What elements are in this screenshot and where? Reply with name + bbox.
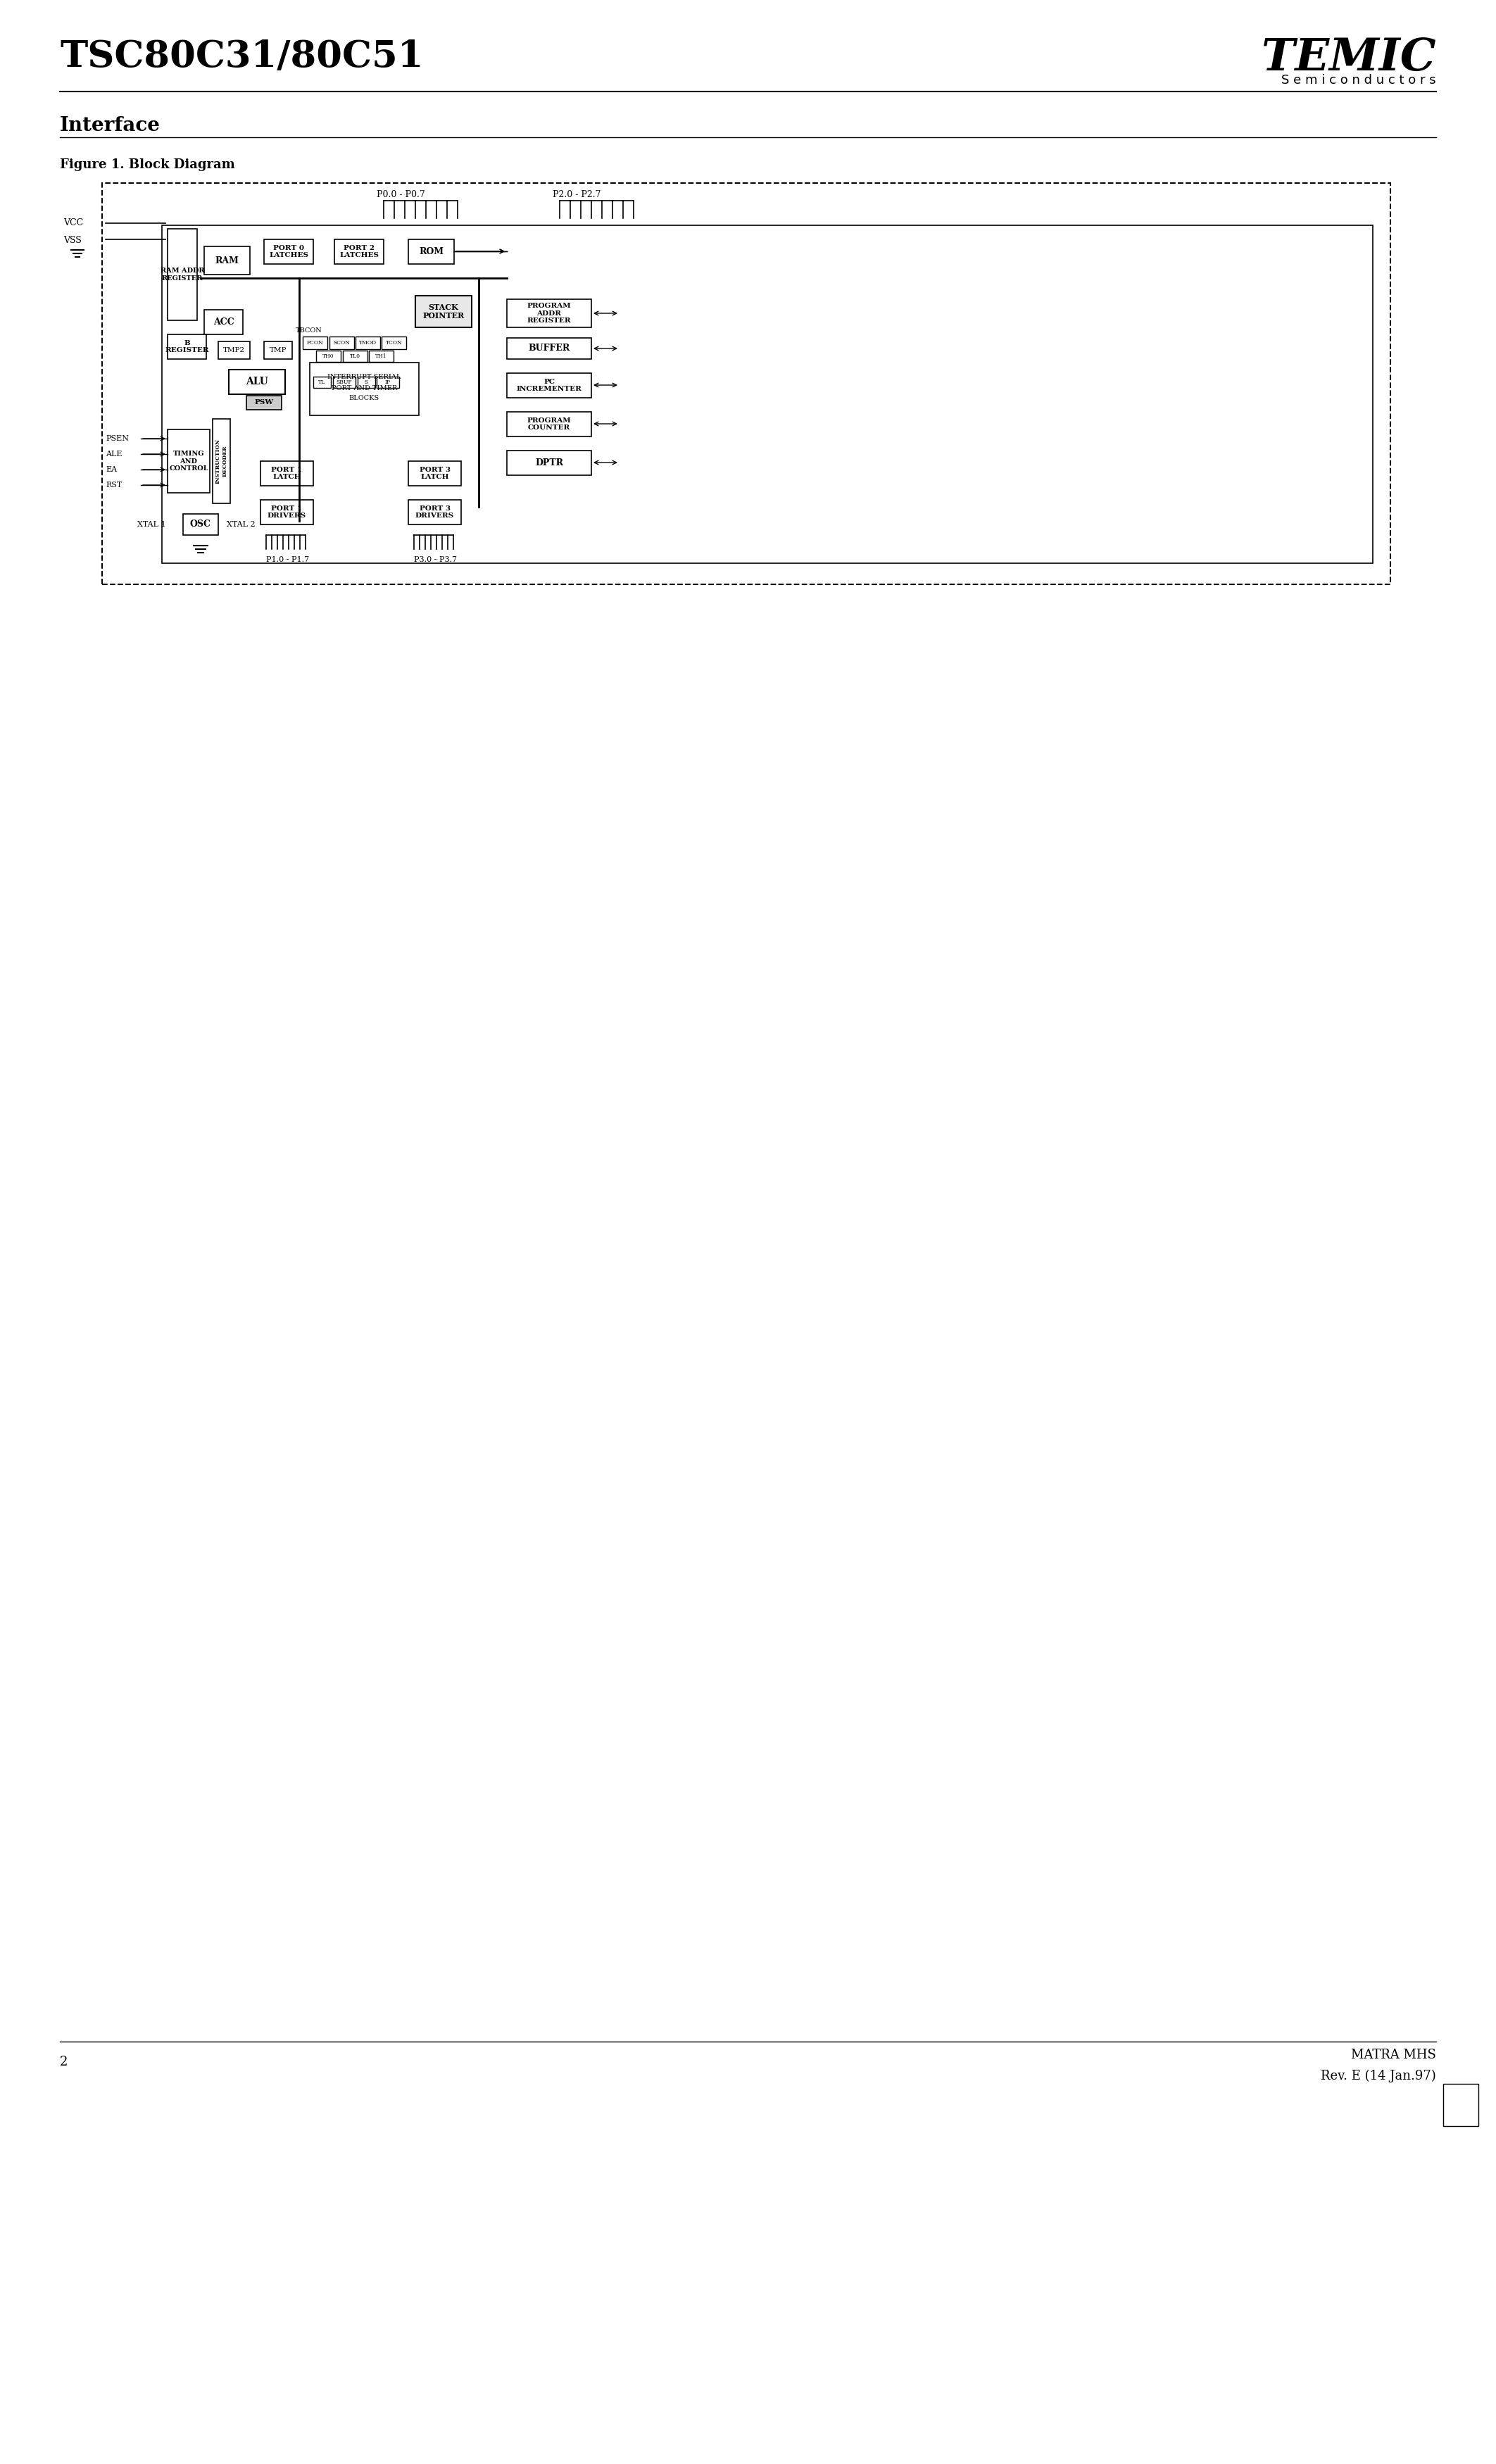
Bar	[218, 342, 250, 360]
Bar	[507, 338, 591, 360]
Bar	[377, 377, 399, 387]
Bar	[263, 239, 313, 264]
Bar	[203, 310, 242, 335]
Text: PCON: PCON	[307, 340, 323, 345]
Text: TMP: TMP	[269, 347, 287, 352]
Text: STACK
POINTER: STACK POINTER	[423, 303, 464, 320]
Bar	[229, 370, 286, 394]
Text: VSS: VSS	[63, 237, 81, 244]
Bar	[310, 362, 419, 416]
Text: PROGRAM
ADDR
REGISTER: PROGRAM ADDR REGISTER	[527, 303, 571, 323]
Text: RAM ADDR
REGISTER: RAM ADDR REGISTER	[160, 269, 205, 281]
Bar	[260, 500, 313, 525]
Text: INSTRUCTION
DECODER: INSTRUCTION DECODER	[215, 439, 227, 483]
Text: TSC80C31/80C51: TSC80C31/80C51	[60, 39, 423, 74]
Text: XTAL 2: XTAL 2	[227, 520, 256, 527]
Bar	[334, 377, 356, 387]
Text: TBCON: TBCON	[296, 328, 322, 333]
Text: IP: IP	[384, 379, 390, 384]
Text: OSC: OSC	[190, 520, 211, 530]
Bar	[381, 338, 407, 350]
Bar	[507, 411, 591, 436]
Text: P0.0 - P0.7: P0.0 - P0.7	[377, 190, 425, 200]
Text: TL: TL	[319, 379, 326, 384]
Text: S e m i c o n d u c t o r s: S e m i c o n d u c t o r s	[1282, 74, 1436, 86]
Bar	[168, 229, 197, 320]
Text: SBUF: SBUF	[337, 379, 352, 384]
Text: TIMING
AND
CONTROL: TIMING AND CONTROL	[169, 451, 208, 471]
Bar	[408, 461, 461, 485]
Bar	[183, 515, 218, 535]
Bar	[203, 246, 250, 274]
Text: Figure 1. Block Diagram: Figure 1. Block Diagram	[60, 158, 235, 170]
Text: Interface: Interface	[60, 116, 160, 136]
Text: B
REGISTER: B REGISTER	[165, 340, 209, 352]
Text: PSW: PSW	[254, 399, 274, 407]
Bar	[313, 377, 331, 387]
Text: ALU: ALU	[245, 377, 268, 387]
Text: XTAL 1: XTAL 1	[138, 520, 166, 527]
Text: BLOCKS: BLOCKS	[349, 394, 380, 402]
Text: TMP2: TMP2	[223, 347, 245, 352]
Bar	[343, 350, 368, 362]
Text: TEMIC: TEMIC	[1261, 37, 1436, 79]
Text: RAM: RAM	[215, 256, 239, 266]
Bar	[408, 239, 455, 264]
Bar	[316, 350, 341, 362]
Text: P1.0 - P1.7: P1.0 - P1.7	[266, 557, 310, 564]
Text: P3.0 - P3.7: P3.0 - P3.7	[414, 557, 456, 564]
Bar	[263, 342, 292, 360]
Text: EA: EA	[106, 466, 117, 473]
Text: P2.0 - P2.7: P2.0 - P2.7	[552, 190, 601, 200]
Bar	[507, 372, 591, 397]
Text: PC
INCREMENTER: PC INCREMENTER	[516, 379, 582, 392]
Text: PORT 1
LATCH: PORT 1 LATCH	[271, 466, 302, 480]
Text: PORT 2
LATCHES: PORT 2 LATCHES	[340, 244, 378, 259]
Text: PSEN: PSEN	[106, 436, 129, 441]
Text: TCON: TCON	[386, 340, 402, 345]
Text: TL0: TL0	[350, 352, 361, 360]
Text: DPTR: DPTR	[536, 458, 562, 468]
Text: INTERRUPT SERIAL: INTERRUPT SERIAL	[328, 375, 401, 379]
Bar	[507, 298, 591, 328]
Bar	[168, 335, 206, 360]
Bar	[1444, 2085, 1478, 2126]
Bar	[302, 338, 328, 350]
Bar	[247, 397, 281, 409]
Text: TH1: TH1	[375, 352, 387, 360]
Text: VCC: VCC	[63, 219, 84, 227]
Text: ACC: ACC	[212, 318, 233, 328]
Bar	[260, 461, 313, 485]
Bar	[102, 182, 1390, 584]
Text: TH0: TH0	[323, 352, 334, 360]
Bar	[370, 350, 393, 362]
Bar	[335, 239, 383, 264]
Text: RST: RST	[106, 480, 123, 488]
Text: ROM: ROM	[419, 246, 443, 256]
Text: PORT 3
DRIVERS: PORT 3 DRIVERS	[416, 505, 455, 520]
Text: PORT 0
LATCHES: PORT 0 LATCHES	[269, 244, 308, 259]
Bar	[168, 429, 209, 493]
Bar	[162, 224, 1373, 564]
Bar	[329, 338, 355, 350]
Text: Rev. E (14 Jan.97): Rev. E (14 Jan.97)	[1321, 2070, 1436, 2082]
Bar	[356, 338, 380, 350]
Text: PORT AND TIMER: PORT AND TIMER	[332, 384, 396, 392]
Text: TMOD: TMOD	[359, 340, 377, 345]
Bar	[507, 451, 591, 476]
Text: PORT 3
LATCH: PORT 3 LATCH	[419, 466, 450, 480]
Bar	[416, 296, 471, 328]
Text: PORT 1
DRIVERS: PORT 1 DRIVERS	[268, 505, 307, 520]
Bar	[212, 419, 230, 503]
Text: PROGRAM
COUNTER: PROGRAM COUNTER	[527, 416, 571, 431]
Text: ALE: ALE	[106, 451, 123, 458]
Text: BUFFER: BUFFER	[528, 345, 570, 352]
Text: MATRA MHS: MATRA MHS	[1351, 2048, 1436, 2062]
Bar	[408, 500, 461, 525]
Bar	[358, 377, 375, 387]
Text: SCON: SCON	[334, 340, 350, 345]
Text: S: S	[365, 379, 368, 384]
Text: 2: 2	[60, 2055, 67, 2067]
